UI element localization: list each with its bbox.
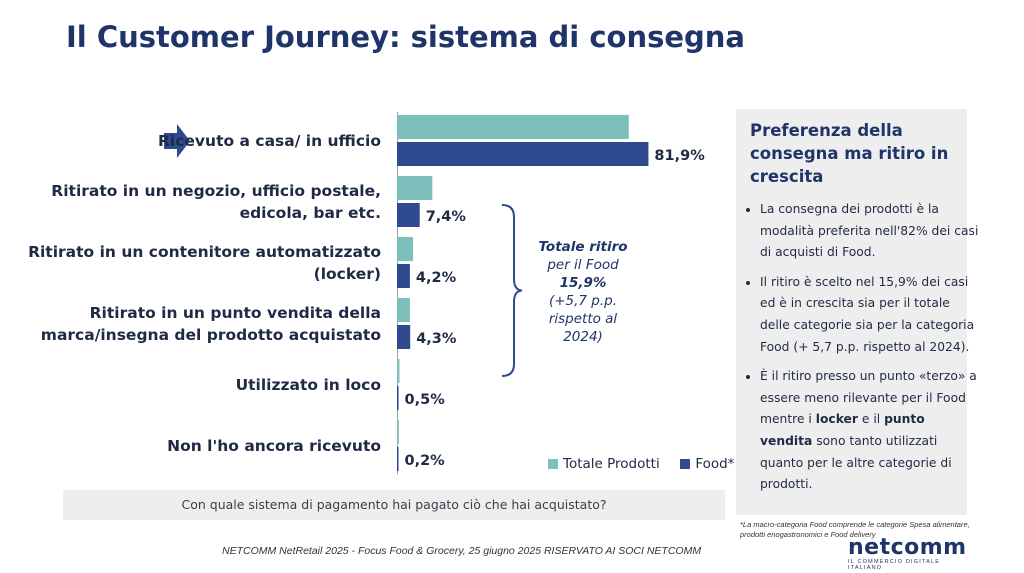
data-label-5: 0,2%: [405, 453, 446, 469]
panel-bullet-3: È il ritiro presso un punto «terzo» a es…: [760, 366, 980, 496]
chart-axis: [397, 112, 398, 474]
bar-totale-4: [397, 359, 400, 383]
bar-food-4: [397, 386, 399, 410]
legend-swatch-totale: [548, 459, 558, 469]
category-label-3: Ritirato in un punto vendita della marca…: [40, 303, 381, 344]
ritiro-label: Totale ritiro: [538, 239, 628, 255]
data-label-4: 0,5%: [405, 392, 446, 408]
bar-food-0: [397, 142, 649, 166]
panel-title: Preferenza della consegna ma ritiro in c…: [750, 121, 949, 186]
chart-legend: Totale Prodotti Food*: [548, 456, 734, 472]
panel-bullet-2: Il ritiro è scelto nel 15,9% dei casi ed…: [760, 272, 980, 358]
bar-totale-0: [397, 115, 629, 139]
bar-totale-3: [397, 298, 410, 322]
legend-swatch-food: [680, 459, 691, 469]
ritiro-value: 15,9%: [559, 275, 607, 291]
panel-bullet-1: La consegna dei prodotti è la modalità p…: [760, 199, 980, 264]
bar-totale-5: [397, 420, 399, 444]
bar-totale-2: [397, 237, 413, 261]
ritiro-line5: rispetto al: [548, 311, 618, 327]
ritiro-line2: per il Food: [547, 257, 619, 273]
category-label-5: Non l'ho ancora ricevuto: [167, 436, 381, 455]
page-footer: NETCOMM NetRetail 2025 - Focus Food & Gr…: [222, 545, 702, 557]
category-label-1: Ritirato in un negozio, ufficio postale,…: [51, 181, 381, 222]
bar-totale-1: [397, 176, 433, 200]
brace-icon: [501, 204, 523, 377]
netcomm-logo: netcomm IL COMMERCIO DIGITALE ITALIANO: [848, 535, 968, 572]
ritiro-line4: (+5,7 p.p.: [548, 293, 618, 309]
arrow-right-icon: [164, 124, 190, 158]
category-label-0: Ricevuto a casa/ in ufficio: [157, 131, 381, 150]
legend-label-food: Food*: [695, 456, 735, 472]
bar-food-5: [397, 447, 399, 471]
category-label-2: Ritirato in un contenitore automatizzato…: [28, 242, 381, 283]
bar-food-2: [397, 264, 410, 288]
page-title: Il Customer Journey: sistema di consegna: [66, 20, 745, 54]
ritiro-annotation: Totale ritiro per il Food 15,9% (+5,7 p.…: [528, 238, 638, 346]
category-label-4: Utilizzato in loco: [235, 375, 381, 394]
footnote: *La macro-categoria Food comprende le ca…: [740, 520, 970, 539]
panel-bullets: La consegna dei prodotti è la modalità p…: [742, 199, 980, 504]
insight-panel: Preferenza della consegna ma ritiro in c…: [736, 109, 978, 515]
ritiro-line6: 2024): [563, 329, 603, 345]
data-label-0: 81,9%: [654, 148, 705, 164]
data-label-3: 4,3%: [416, 331, 457, 347]
data-label-1: 7,4%: [426, 209, 467, 225]
survey-question: Con quale sistema di pagamento hai pagat…: [63, 490, 725, 520]
bar-food-1: [397, 203, 420, 227]
logo-name: netcomm: [848, 535, 967, 560]
legend-label-totale: Totale Prodotti: [563, 456, 660, 472]
bar-food-3: [397, 325, 411, 349]
logo-tagline: IL COMMERCIO DIGITALE ITALIANO: [848, 559, 941, 571]
data-label-2: 4,2%: [416, 270, 457, 286]
